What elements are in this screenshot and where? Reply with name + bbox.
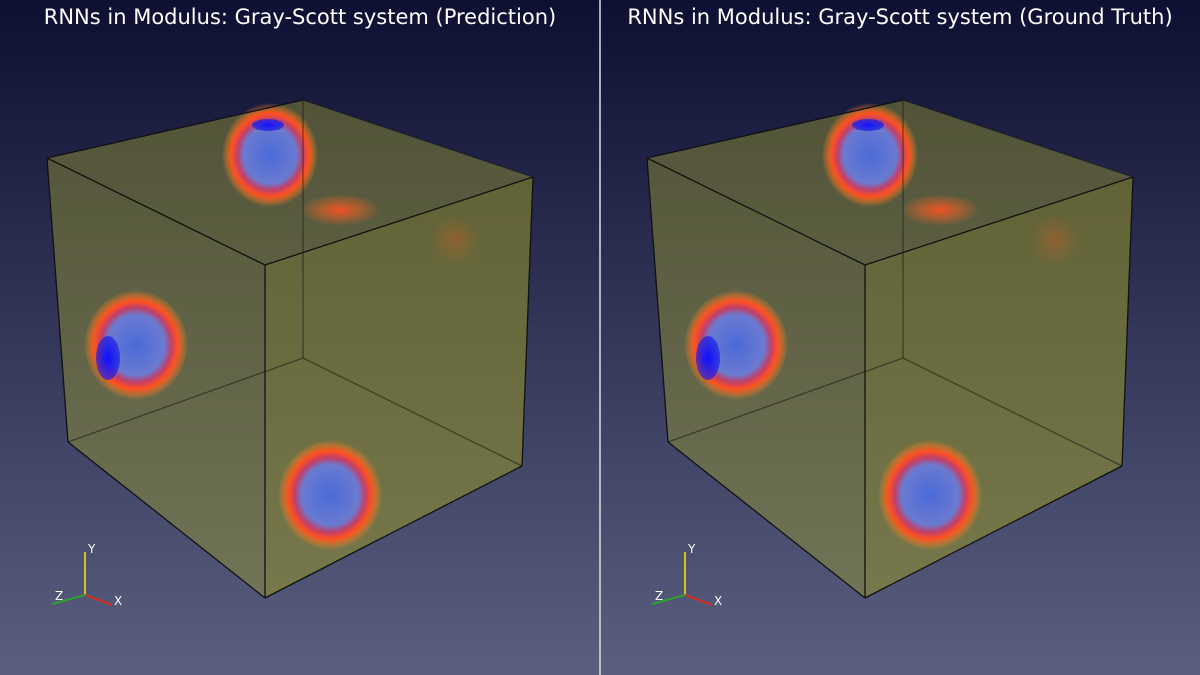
spot xyxy=(900,194,980,226)
panel: RNNs in Modulus: Gray-Scott system (Grou… xyxy=(627,5,1172,608)
cube-edge xyxy=(67,441,266,599)
axis-x xyxy=(84,594,113,606)
volume xyxy=(647,100,1133,598)
cube-edge xyxy=(46,99,304,159)
cube-edge xyxy=(264,176,534,266)
blob-core xyxy=(96,336,120,380)
spot xyxy=(430,215,480,265)
cube-edge xyxy=(302,99,534,178)
cube-edge xyxy=(1121,176,1134,467)
cube-edge xyxy=(46,157,69,443)
blob xyxy=(822,103,918,207)
cube-edge xyxy=(646,157,669,443)
axis-z xyxy=(51,594,86,605)
cube-edge xyxy=(902,99,1134,178)
spot xyxy=(1030,215,1080,265)
axis-label: X xyxy=(714,594,722,608)
panel: RNNs in Modulus: Gray-Scott system (Pred… xyxy=(44,5,556,608)
axis-label: Z xyxy=(55,589,63,603)
axis-label: Y xyxy=(687,542,696,556)
cube-edge xyxy=(67,357,304,443)
panel-title: RNNs in Modulus: Gray-Scott system (Pred… xyxy=(44,5,556,29)
blob-core xyxy=(852,119,884,131)
blob xyxy=(222,103,318,207)
panel-title: RNNs in Modulus: Gray-Scott system (Grou… xyxy=(627,5,1172,29)
axis-label: Z xyxy=(655,589,663,603)
cube-edge xyxy=(864,176,1134,266)
spot xyxy=(300,194,380,226)
cube-edge xyxy=(46,157,266,266)
axis-x xyxy=(684,594,713,606)
cube-edge xyxy=(646,157,866,266)
axis-label: X xyxy=(114,594,122,608)
axis-z xyxy=(651,594,686,605)
cube-edge xyxy=(302,357,523,467)
blob xyxy=(278,440,382,550)
cube-edge xyxy=(646,99,904,159)
axis-label: Y xyxy=(87,542,96,556)
blob-core xyxy=(696,336,720,380)
cube-edge xyxy=(902,357,1123,467)
cube-edge xyxy=(864,465,1123,599)
cube-edge xyxy=(667,357,904,443)
cube-edge xyxy=(667,441,866,599)
cube-edge xyxy=(264,465,523,599)
blob-core xyxy=(252,119,284,131)
volume xyxy=(47,100,533,598)
blob xyxy=(878,440,982,550)
cube-edge xyxy=(521,176,534,467)
